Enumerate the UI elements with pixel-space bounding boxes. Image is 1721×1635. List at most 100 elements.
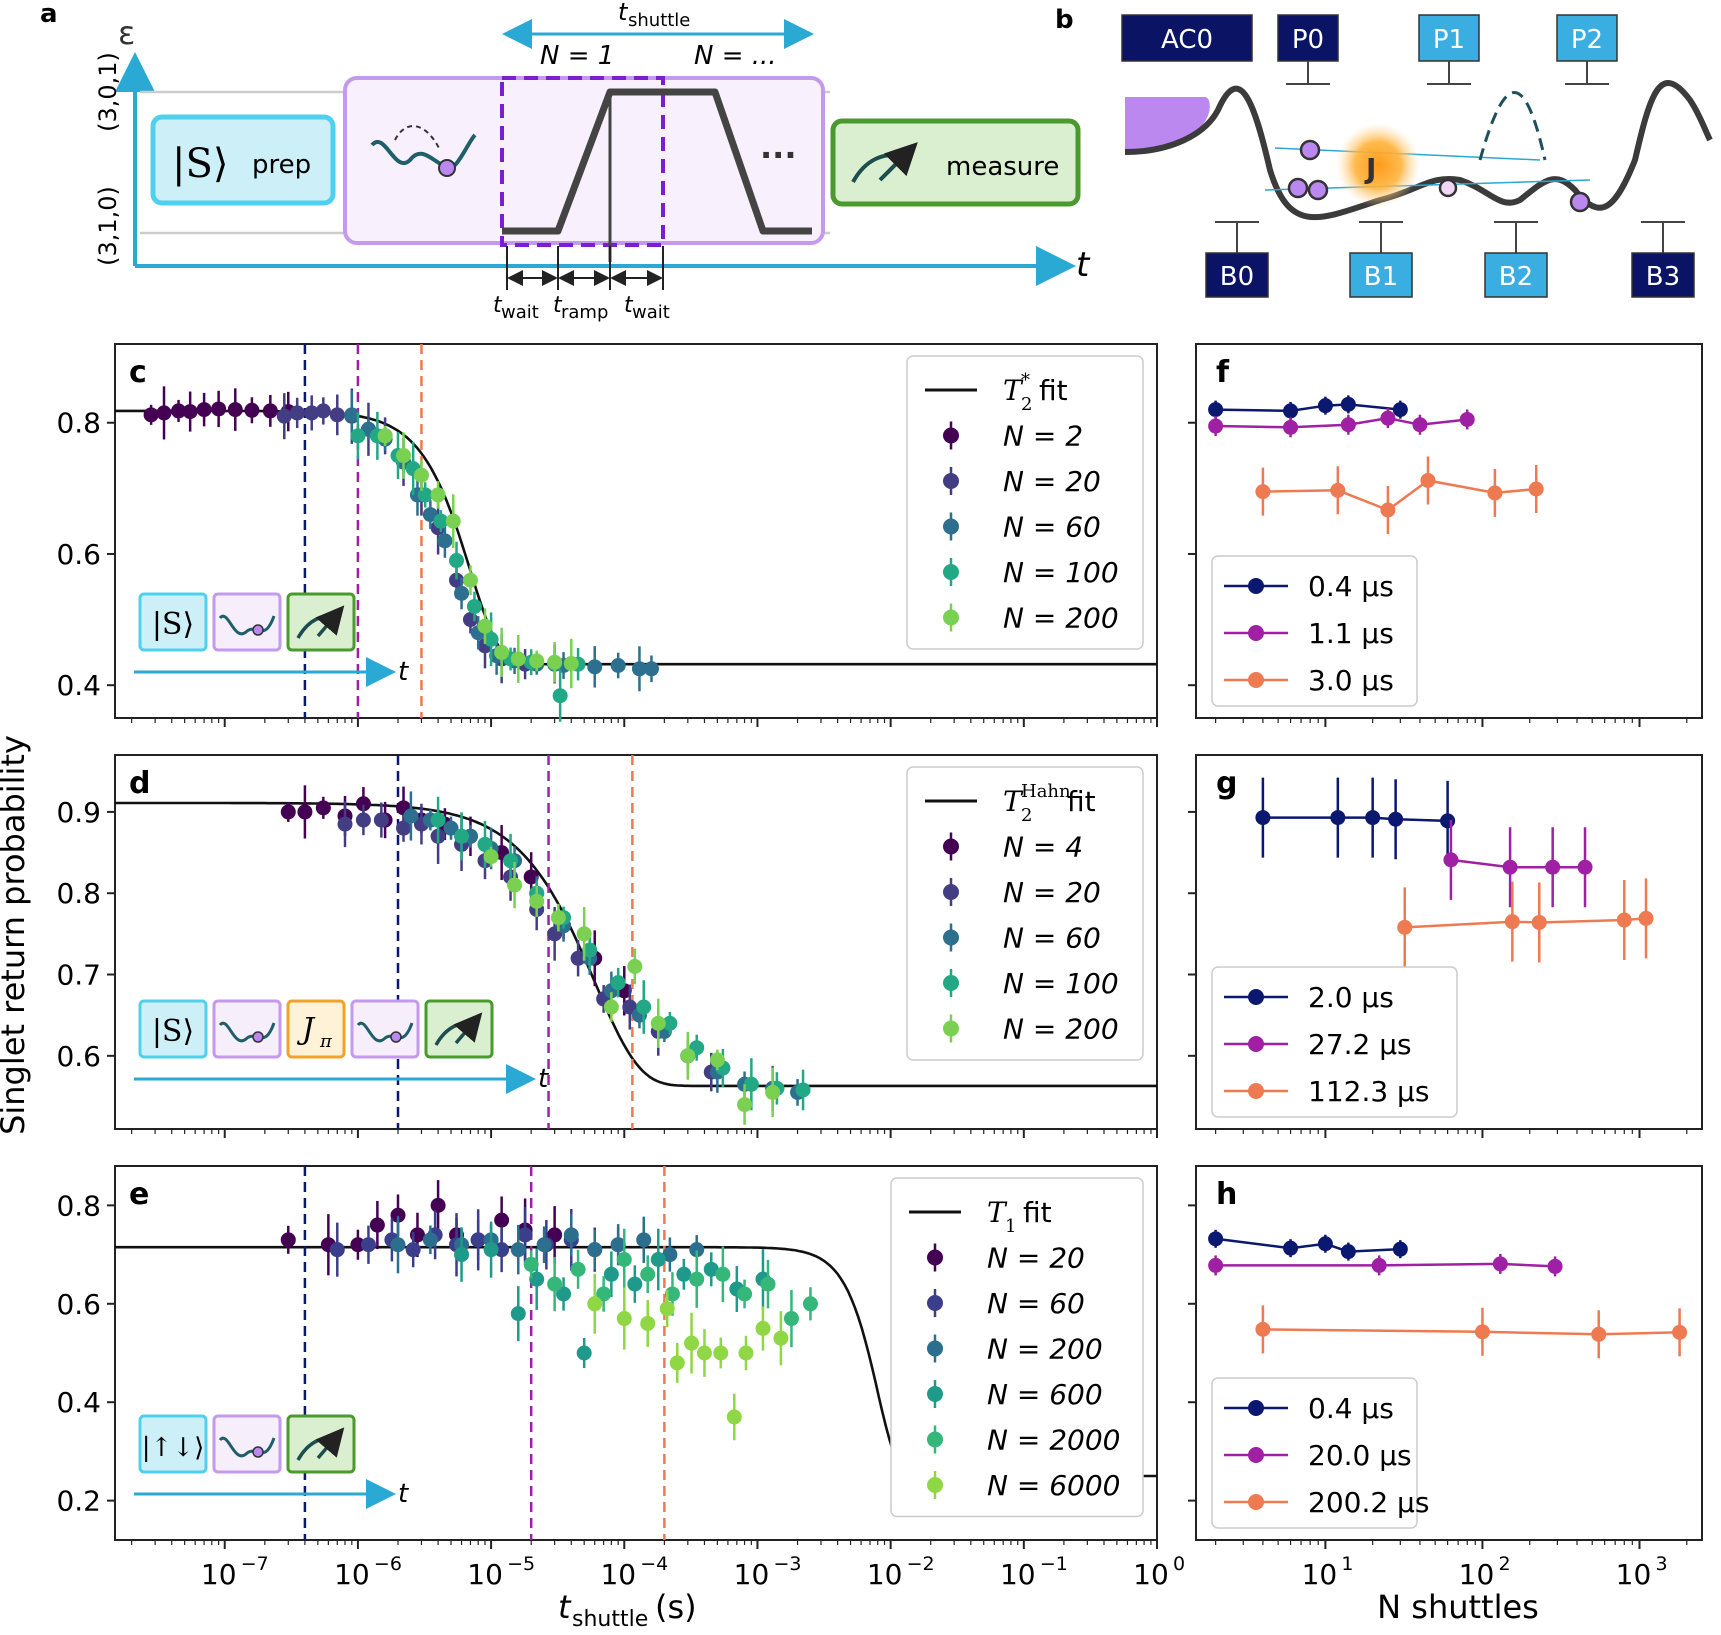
legend-fit-sub: 2 bbox=[1021, 394, 1032, 415]
data-point bbox=[587, 1296, 603, 1312]
legend-label: 27.2 μs bbox=[1308, 1028, 1412, 1061]
data-point bbox=[689, 1242, 705, 1258]
data-point bbox=[802, 1296, 818, 1312]
series-line bbox=[1262, 1328, 1680, 1336]
j-label: J bbox=[1364, 152, 1376, 185]
data-point bbox=[1208, 402, 1224, 418]
data-point bbox=[280, 804, 296, 820]
panel-b-device: b AC0 P0 P1 P2 B0 B1 B2 B3 J bbox=[1055, 5, 1713, 298]
data-point bbox=[507, 877, 523, 893]
data-point bbox=[373, 812, 389, 828]
panel-a-prep-word: prep bbox=[252, 150, 311, 180]
sequence-box-meter bbox=[424, 999, 494, 1059]
legend-marker bbox=[927, 1249, 943, 1266]
legend-label: 2.0 μs bbox=[1308, 981, 1394, 1014]
data-point bbox=[570, 950, 586, 966]
panel-a-n1-dashbox bbox=[500, 76, 665, 247]
data-point bbox=[454, 1247, 470, 1263]
x-tick-exponent: −4 bbox=[640, 1553, 668, 1575]
series-N100 bbox=[430, 796, 811, 1111]
data-point bbox=[636, 1232, 652, 1248]
series-N200 bbox=[377, 425, 579, 689]
data-point bbox=[1487, 485, 1503, 501]
data-point bbox=[494, 644, 510, 660]
data-point bbox=[636, 999, 652, 1015]
data-point bbox=[454, 585, 470, 601]
legend-fit-sup: * bbox=[1021, 370, 1030, 391]
data-point bbox=[494, 1242, 510, 1258]
x-tick-exponent: 3 bbox=[1656, 1553, 1668, 1575]
shuttle-icon bbox=[218, 614, 276, 636]
data-point bbox=[1330, 482, 1346, 498]
data-point bbox=[483, 631, 499, 647]
meter-needle-icon bbox=[315, 1427, 345, 1460]
data-point bbox=[405, 1242, 421, 1258]
data-point bbox=[437, 533, 453, 549]
panel-a-tramp-sub: ramp bbox=[561, 302, 608, 323]
data-point bbox=[643, 661, 659, 677]
legend-label: N = 600 bbox=[987, 1378, 1103, 1411]
data-point bbox=[396, 820, 412, 836]
sequence-box-shuttle bbox=[212, 999, 282, 1059]
x-tick-exponent: 2 bbox=[1498, 1553, 1510, 1575]
panel-label: e bbox=[129, 1177, 149, 1212]
top-gate-label: P2 bbox=[1571, 25, 1603, 55]
data-point bbox=[430, 1197, 446, 1213]
data-point bbox=[244, 402, 260, 418]
y-tick-label: 0.2 bbox=[56, 1485, 101, 1518]
sequence-box-jpi bbox=[286, 999, 346, 1059]
data-point bbox=[510, 1242, 526, 1258]
data-point bbox=[1371, 1257, 1387, 1273]
panel-a-twait1-main: t bbox=[493, 293, 503, 318]
legend-marker bbox=[943, 427, 959, 444]
legend-box bbox=[1211, 555, 1418, 707]
top-gate-box bbox=[1418, 14, 1480, 62]
data-point bbox=[1474, 1324, 1490, 1340]
data-point bbox=[449, 553, 465, 569]
x-axis-label-left: t shuttle (s) bbox=[558, 1588, 697, 1632]
data-point bbox=[563, 656, 579, 672]
legend-fit-sub: 1 bbox=[1005, 1216, 1016, 1237]
y-tick-label: 0.8 bbox=[56, 1189, 101, 1222]
data-point bbox=[737, 1286, 753, 1302]
legend-label: N = 4 bbox=[1003, 831, 1083, 864]
bottom-gate-box bbox=[1205, 252, 1269, 298]
x-tick-exponent: −1 bbox=[1040, 1553, 1068, 1575]
bottom-gate-label: B0 bbox=[1220, 262, 1254, 292]
legend-marker bbox=[927, 1477, 943, 1493]
panel-a-epsilon-label: ε bbox=[118, 14, 135, 52]
data-point bbox=[1283, 403, 1299, 419]
x-tick-label: 10 bbox=[600, 1558, 636, 1591]
x-tick-exponent: 0 bbox=[1173, 1553, 1185, 1575]
data-point bbox=[466, 598, 482, 614]
legend-marker bbox=[927, 1340, 943, 1357]
legend-fit-main: T bbox=[987, 1196, 1008, 1229]
series-N2 bbox=[143, 386, 296, 440]
plot-frame bbox=[1195, 1165, 1703, 1541]
legend-marker bbox=[943, 564, 959, 580]
series-N20 bbox=[280, 1180, 563, 1276]
series-line bbox=[1404, 917, 1647, 929]
x-tick-label: 10 bbox=[1616, 1558, 1652, 1591]
panel-a-prep-box bbox=[150, 114, 336, 206]
data-point bbox=[1502, 859, 1518, 875]
legend-label: N = 200 bbox=[1003, 1013, 1119, 1046]
legend-box bbox=[890, 1177, 1144, 1518]
top-gate-label: AC0 bbox=[1161, 25, 1213, 55]
series-line bbox=[1215, 1237, 1401, 1253]
legend-label: 112.3 μs bbox=[1308, 1075, 1429, 1108]
legend-marker bbox=[943, 975, 959, 991]
data-point bbox=[627, 958, 643, 974]
data-point bbox=[1208, 418, 1224, 434]
sequence-ket: |S⟩ bbox=[152, 607, 194, 642]
legend-fit-tail: fit bbox=[1023, 1196, 1052, 1229]
data-point bbox=[449, 572, 465, 588]
data-point bbox=[350, 1237, 366, 1253]
bottom-gate-box bbox=[1631, 252, 1695, 298]
sequence-t-label: t bbox=[398, 657, 409, 687]
x-tick-exponent: −5 bbox=[507, 1553, 535, 1575]
data-point bbox=[662, 1015, 678, 1031]
data-point bbox=[1340, 1244, 1356, 1260]
data-point bbox=[659, 1301, 675, 1317]
